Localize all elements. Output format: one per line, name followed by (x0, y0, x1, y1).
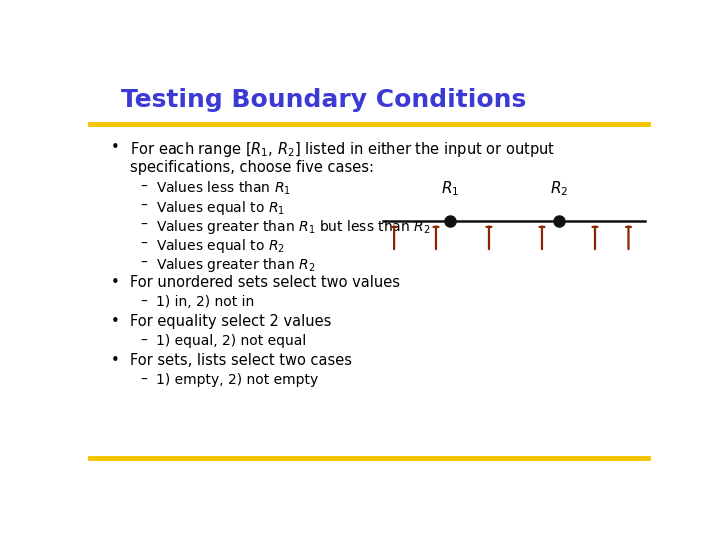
Text: $R_2$: $R_2$ (549, 179, 568, 198)
Text: $R_1$: $R_1$ (441, 179, 459, 198)
Text: 1) empty, 2) not empty: 1) empty, 2) not empty (156, 373, 318, 387)
Text: •: • (111, 353, 120, 368)
Text: –: – (140, 373, 147, 387)
Text: 1) in, 2) not in: 1) in, 2) not in (156, 295, 254, 309)
Text: For unordered sets select two values: For unordered sets select two values (130, 275, 400, 290)
Text: Values less than $R_1$: Values less than $R_1$ (156, 180, 291, 197)
Text: –: – (140, 237, 147, 251)
Text: •: • (111, 314, 120, 329)
Text: Values equal to $R_1$: Values equal to $R_1$ (156, 199, 285, 217)
Text: For each range [$R_1$, $R_2$] listed in either the input or output: For each range [$R_1$, $R_2$] listed in … (130, 140, 555, 159)
Text: For equality select 2 values: For equality select 2 values (130, 314, 331, 329)
Text: Values equal to $R_2$: Values equal to $R_2$ (156, 237, 285, 255)
Text: –: – (140, 199, 147, 213)
Text: –: – (140, 180, 147, 193)
Text: –: – (140, 256, 147, 270)
Text: Values greater than $R_1$ but less than $R_2$: Values greater than $R_1$ but less than … (156, 218, 431, 236)
Text: Values greater than $R_2$: Values greater than $R_2$ (156, 256, 315, 274)
Text: Testing Boundary Conditions: Testing Boundary Conditions (121, 87, 526, 112)
Text: 1) equal, 2) not equal: 1) equal, 2) not equal (156, 334, 306, 348)
Text: –: – (140, 218, 147, 232)
Text: •: • (111, 140, 120, 154)
Text: –: – (140, 295, 147, 309)
Text: •: • (111, 275, 120, 290)
Text: –: – (140, 334, 147, 348)
Text: specifications, choose five cases:: specifications, choose five cases: (130, 160, 374, 174)
Text: For sets, lists select two cases: For sets, lists select two cases (130, 353, 352, 368)
